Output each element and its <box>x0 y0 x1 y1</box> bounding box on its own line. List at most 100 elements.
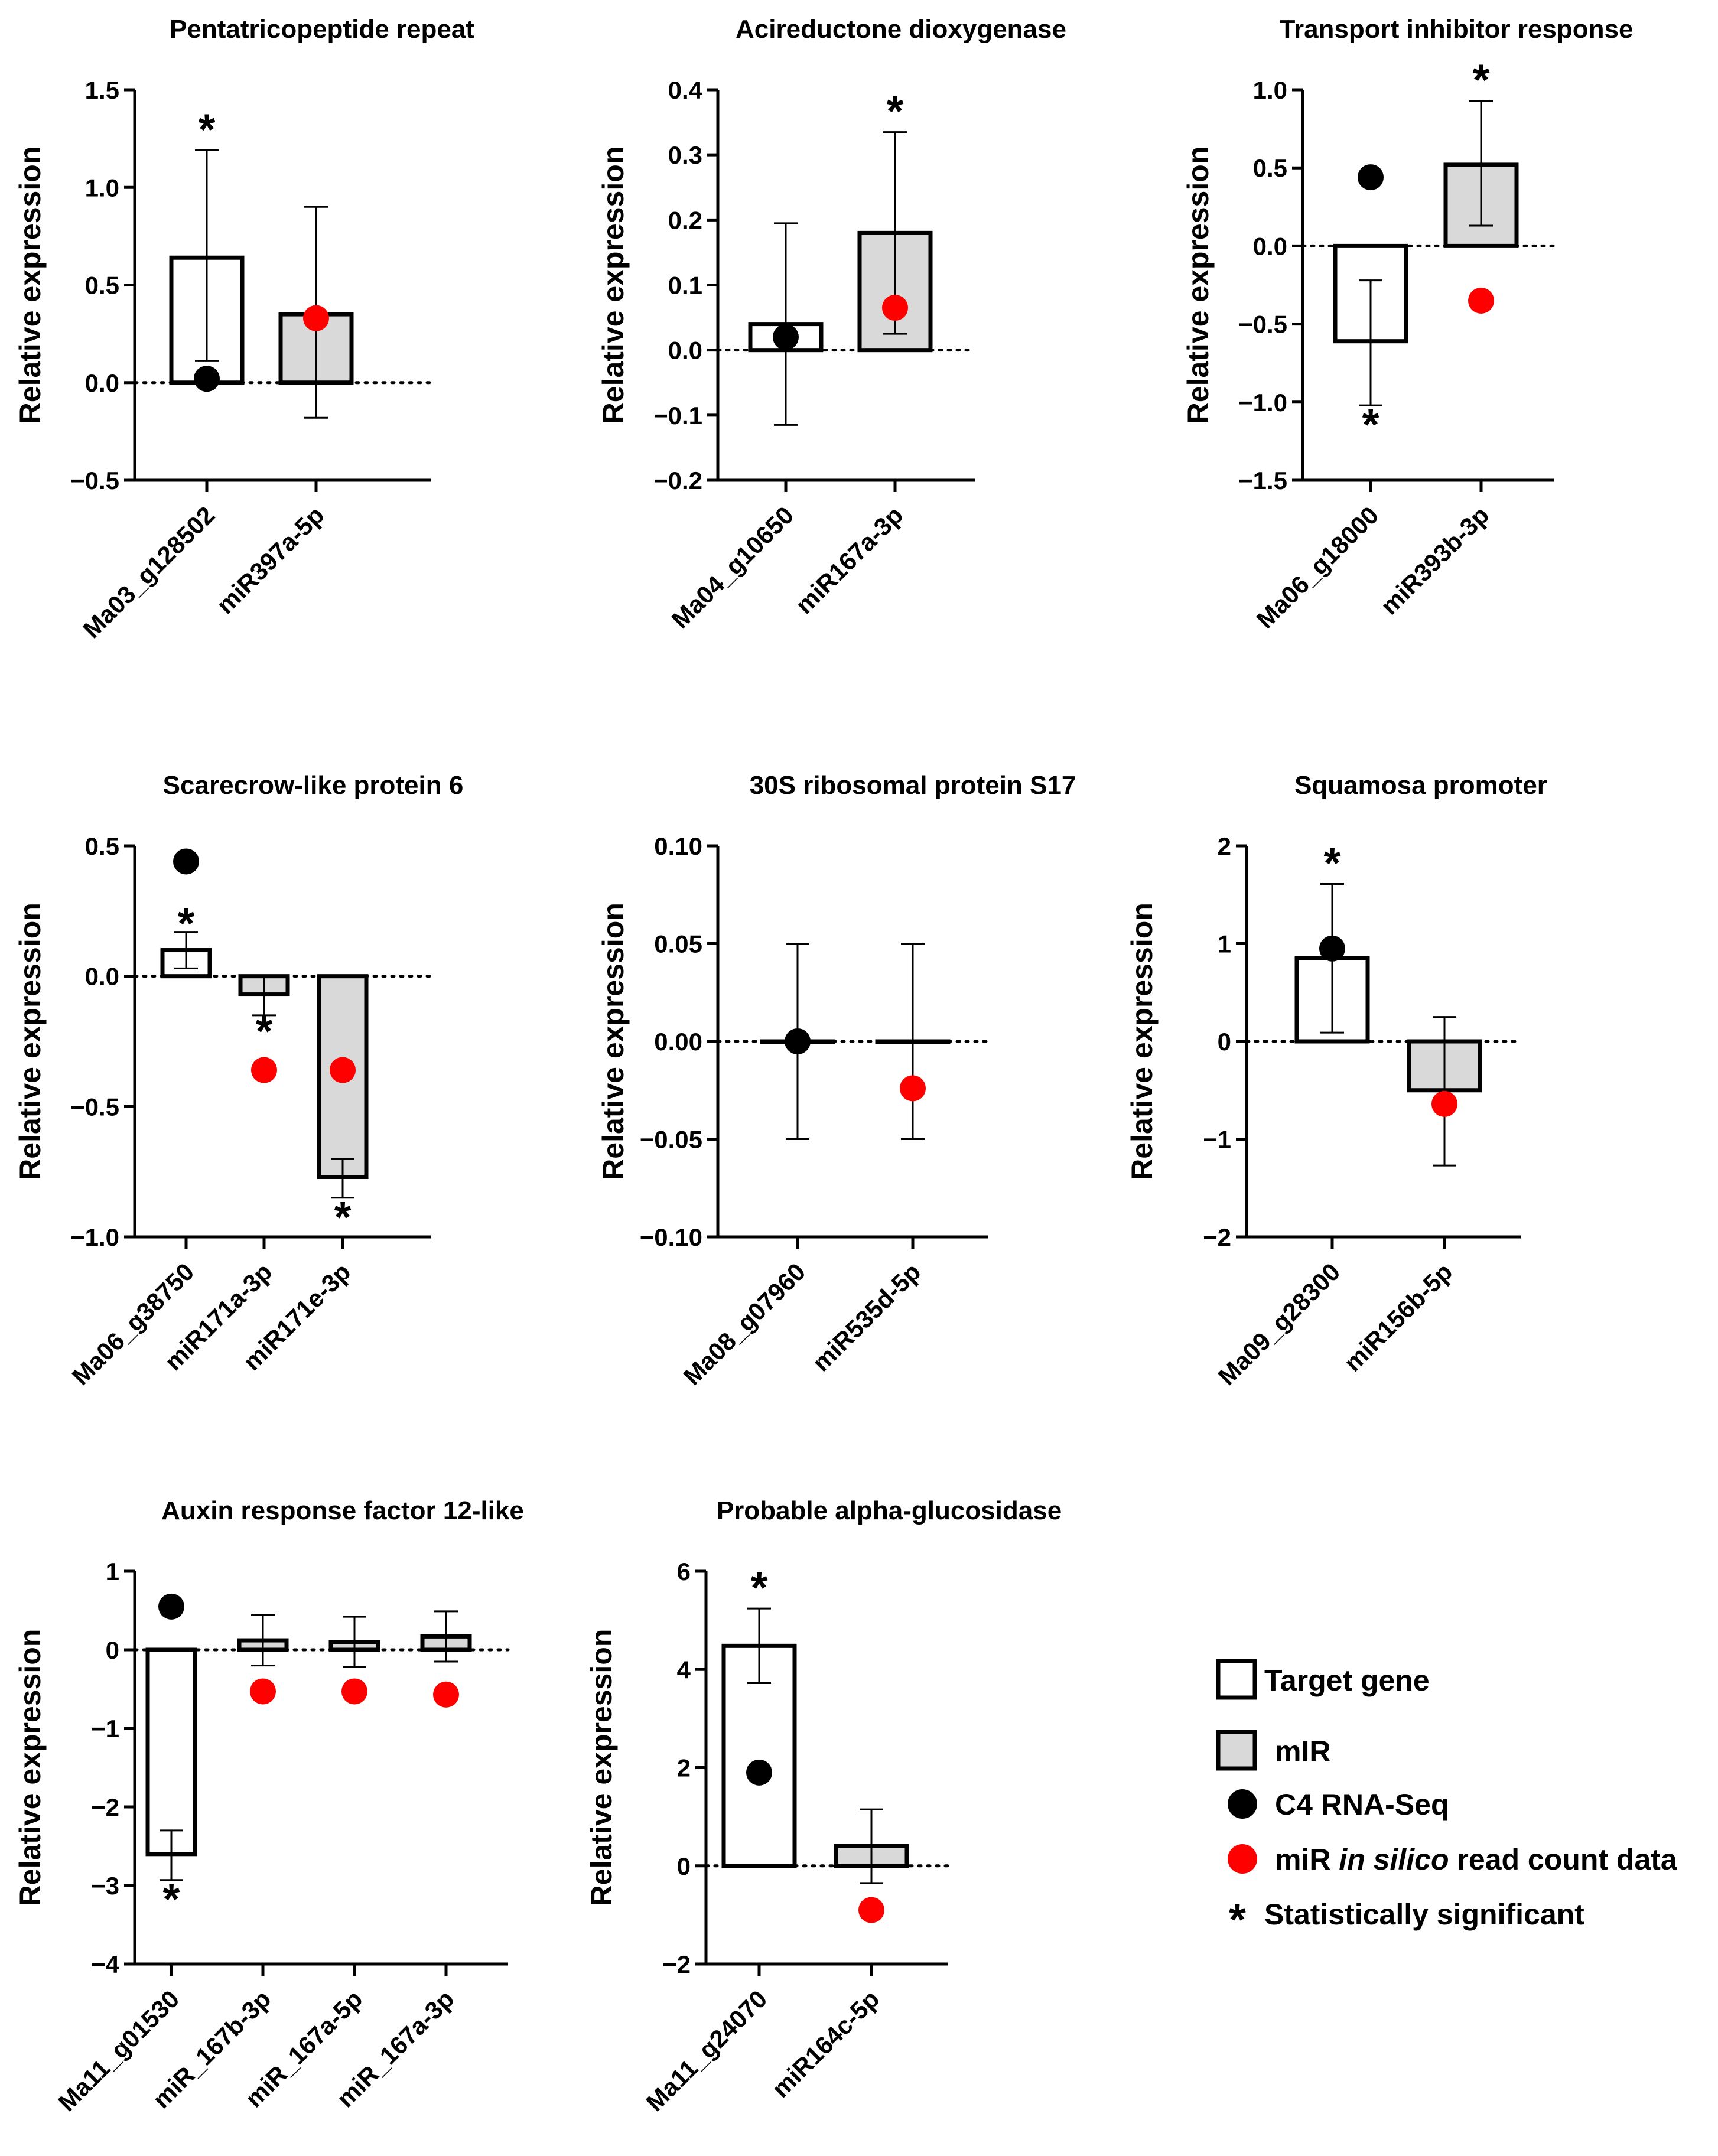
panel-title: Probable alpha-glucosidase <box>717 1496 1062 1525</box>
dot-Ma09_g28300 <box>1319 935 1345 962</box>
y-tick-label: 0.0 <box>85 369 119 397</box>
y-tick-label: 0.5 <box>85 272 119 299</box>
panel-6: Squamosa promoter Relative expression −2 −1… <box>1125 771 1547 1390</box>
legend-c4-label: C4 RNA-Seq <box>1275 1788 1449 1821</box>
dot-miR397a-5p <box>303 305 329 331</box>
x-tick-label: miR164c-5p <box>766 1985 884 2103</box>
significance-star: * <box>1362 400 1379 449</box>
panel-7: Auxin response factor 12-like Relative ex… <box>14 1496 524 2116</box>
y-tick-label: −1 <box>1203 1126 1231 1154</box>
legend-mir-label: mIR <box>1275 1735 1330 1768</box>
dot-miR171e-3p <box>330 1057 356 1083</box>
y-axis-label: Relative expression <box>14 146 47 424</box>
y-tick-label: 0.5 <box>1253 154 1287 182</box>
y-axis-label: Relative expression <box>14 1629 47 1907</box>
y-axis-label: Relative expression <box>14 903 47 1180</box>
legend-insilico-pre: miR <box>1275 1843 1339 1876</box>
y-tick-label: 1 <box>106 1558 119 1585</box>
y-tick-label: 1.0 <box>1253 76 1287 104</box>
dot-miR156b-5p <box>1431 1090 1457 1117</box>
significance-star: * <box>334 1193 352 1242</box>
significance-star: * <box>178 899 195 948</box>
dot-Ma11_g01530 <box>158 1593 184 1620</box>
legend-mir-swatch <box>1216 1730 1257 1771</box>
y-tick-label: 0 <box>677 1852 691 1880</box>
y-tick-label: −0.5 <box>1238 311 1287 338</box>
x-tick-label: miR535d-5p <box>807 1258 926 1377</box>
significance-star: * <box>256 1007 273 1056</box>
y-tick-label: 2 <box>1218 832 1231 860</box>
y-tick-label: 4 <box>677 1656 691 1683</box>
x-tick-label: miR156b-5p <box>1339 1258 1458 1377</box>
dot-miR171a-3p <box>251 1057 277 1083</box>
panel-5: 30S ribosomal protein S17 Relative expres… <box>597 771 1076 1390</box>
y-tick-label: 0.0 <box>668 337 702 364</box>
y-tick-label: 0 <box>1218 1028 1231 1056</box>
legend-target-gene-label: Target gene <box>1264 1664 1430 1697</box>
dot-Ma06_g18000 <box>1358 164 1384 191</box>
y-tick-label: 0 <box>106 1636 119 1664</box>
y-tick-label: 6 <box>677 1558 691 1585</box>
legend-insilico-dot <box>1228 1844 1257 1874</box>
dot-Ma11_g24070 <box>746 1759 772 1786</box>
y-tick-label: 0.10 <box>654 832 702 860</box>
y-tick-label: −4 <box>91 1950 120 1978</box>
y-axis-label: Relative expression <box>1182 146 1215 424</box>
panel-title: Scarecrow-like protein 6 <box>163 771 464 800</box>
dot-Ma08_g07960 <box>785 1028 811 1054</box>
panel-title: Pentatricopeptide repeat <box>170 15 474 44</box>
dot-miR393b-3p <box>1468 287 1494 314</box>
dot-Ma06_g38750 <box>173 848 199 875</box>
y-tick-label: 0.0 <box>1253 232 1287 260</box>
dot-miR535d-5p <box>900 1075 926 1102</box>
y-tick-label: 1.5 <box>85 76 119 104</box>
x-tick-label: miR397a-5p <box>211 501 329 619</box>
y-tick-label: 0.5 <box>85 832 119 860</box>
legend: Target gene mIR C4 RNA-Seq miR in silico… <box>1216 1659 1678 1944</box>
y-tick-label: −0.1 <box>653 402 702 429</box>
y-tick-label: −2 <box>1203 1223 1231 1251</box>
y-tick-label: 2 <box>677 1754 691 1782</box>
panel-title: Auxin response factor 12-like <box>161 1496 524 1525</box>
legend-c4-dot <box>1228 1789 1257 1819</box>
y-tick-label: −2 <box>91 1793 119 1821</box>
y-tick-label: −1.5 <box>1238 467 1287 494</box>
y-tick-label: 0.3 <box>668 141 702 169</box>
legend-significance-star: * <box>1229 1895 1246 1944</box>
dot-Ma04_g10650 <box>773 324 799 350</box>
y-tick-label: −2 <box>662 1950 691 1978</box>
y-tick-label: −3 <box>91 1872 119 1900</box>
y-tick-label: −0.2 <box>653 467 702 494</box>
x-tick-label: Ma04_g10650 <box>666 501 799 634</box>
x-tick-label: miR393b-3p <box>1375 501 1495 620</box>
y-tick-label: −1 <box>91 1715 119 1743</box>
y-axis-label: Relative expression <box>597 146 630 424</box>
panel-1: Pentatricopeptide repeat Relative express… <box>14 15 474 643</box>
panel-title: 30S ribosomal protein S17 <box>750 771 1076 800</box>
y-tick-label: −0.5 <box>70 467 119 494</box>
legend-insilico-italic: in silico <box>1339 1843 1449 1876</box>
y-tick-label: −0.5 <box>70 1093 119 1121</box>
significance-star: * <box>887 87 904 136</box>
x-tick-label: Ma06_g18000 <box>1251 501 1384 634</box>
y-axis-label: Relative expression <box>597 903 630 1180</box>
y-tick-label: −0.05 <box>640 1126 702 1154</box>
significance-star: * <box>1473 56 1490 105</box>
panel-3: Transport inhibitor response Relative exp… <box>1182 15 1633 634</box>
bar-Ma11_g01530 <box>145 1647 197 1857</box>
legend-target-gene-swatch <box>1216 1659 1257 1700</box>
panel-title: Transport inhibitor response <box>1280 15 1634 44</box>
y-tick-label: −0.10 <box>640 1223 702 1251</box>
dot-miR164c-5p <box>858 1897 884 1923</box>
significance-star: * <box>751 1563 768 1612</box>
legend-insilico-label: miR in silico read count data <box>1275 1843 1678 1876</box>
y-axis-label: Relative expression <box>585 1629 618 1907</box>
panel-2: Acireductone dioxygenase Relative express… <box>597 15 1066 634</box>
x-tick-label: Ma08_g07960 <box>678 1258 811 1390</box>
y-tick-label: 1.0 <box>85 174 119 201</box>
panel-4: Scarecrow-like protein 6 Relative express… <box>14 771 463 1390</box>
y-axis-label: Relative expression <box>1125 903 1159 1180</box>
dot-Ma03_g128502 <box>194 366 220 392</box>
y-tick-label: 0.00 <box>654 1028 702 1056</box>
